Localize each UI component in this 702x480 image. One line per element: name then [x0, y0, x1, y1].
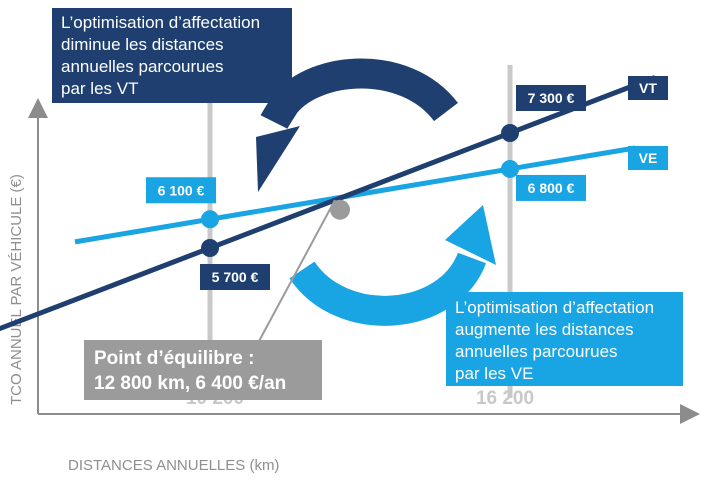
- vt-callout-line-4: par les VT: [61, 79, 138, 98]
- equilibrium-leader-line: [257, 199, 336, 344]
- data-label-tag-ve: [146, 177, 216, 204]
- x-tick-label: 16 200: [476, 388, 534, 409]
- data-point-vt: [501, 124, 519, 142]
- ve-callout-box: L’optimisation d’affectation augmente le…: [446, 292, 683, 386]
- equilibrium-box: Point d’équilibre : 12 800 km, 6 400 €/a…: [84, 340, 322, 400]
- data-point-ve: [501, 159, 519, 178]
- vt-callout-box: L’optimisation d’affectation diminue les…: [52, 8, 292, 103]
- legend-vt-tag: [628, 76, 668, 100]
- series-line-vt: [0, 75, 656, 332]
- equilibrium-point: [330, 199, 350, 220]
- equilibrium-line-1: Point d’équilibre :: [94, 348, 254, 369]
- series-layer: 5 700 € 7 300 € 6 100 € 6 800 €: [0, 75, 656, 332]
- decrease-arrow-icon: [256, 58, 458, 192]
- vt-callout-line-3: annuelles parcourues: [61, 57, 224, 76]
- ve-callout-line-2: augmente les distances: [455, 320, 634, 339]
- data-label-tag-vt: [516, 85, 586, 111]
- data-label-vt: 7 300 €: [528, 90, 575, 106]
- data-point-vt: [201, 239, 219, 257]
- legend-ve: VE: [628, 146, 668, 170]
- legend-vt-label: VT: [639, 80, 657, 96]
- vt-callout-line-2: diminue les distances: [61, 35, 224, 54]
- data-label-vt: 5 700 €: [212, 269, 259, 285]
- data-label-ve: 6 800 €: [528, 180, 575, 196]
- x-axis-title: DISTANCES ANNUELLES (km): [68, 457, 279, 474]
- increase-arrow-icon: [289, 205, 496, 326]
- data-label-tag-ve: [516, 174, 586, 201]
- legend-ve-label: VE: [639, 150, 658, 166]
- legend-vt: VT: [628, 76, 668, 100]
- legend-ve-tag: [628, 146, 668, 170]
- ve-callout-line-4: par les VE: [455, 364, 533, 383]
- y-axis-title: TCO ANNUEL PAR VÉHICULE (€): [8, 174, 25, 405]
- ve-callout-line-1: L’optimisation d’affectation: [455, 298, 654, 317]
- data-label-tag-vt: [200, 264, 270, 290]
- equilibrium-line-2: 12 800 km, 6 400 €/an: [94, 373, 286, 394]
- vt-callout-line-1: L’optimisation d’affectation: [61, 13, 260, 32]
- data-point-ve: [201, 210, 219, 229]
- data-label-ve: 6 100 €: [158, 182, 205, 198]
- ve-callout-line-3: annuelles parcourues: [455, 342, 618, 361]
